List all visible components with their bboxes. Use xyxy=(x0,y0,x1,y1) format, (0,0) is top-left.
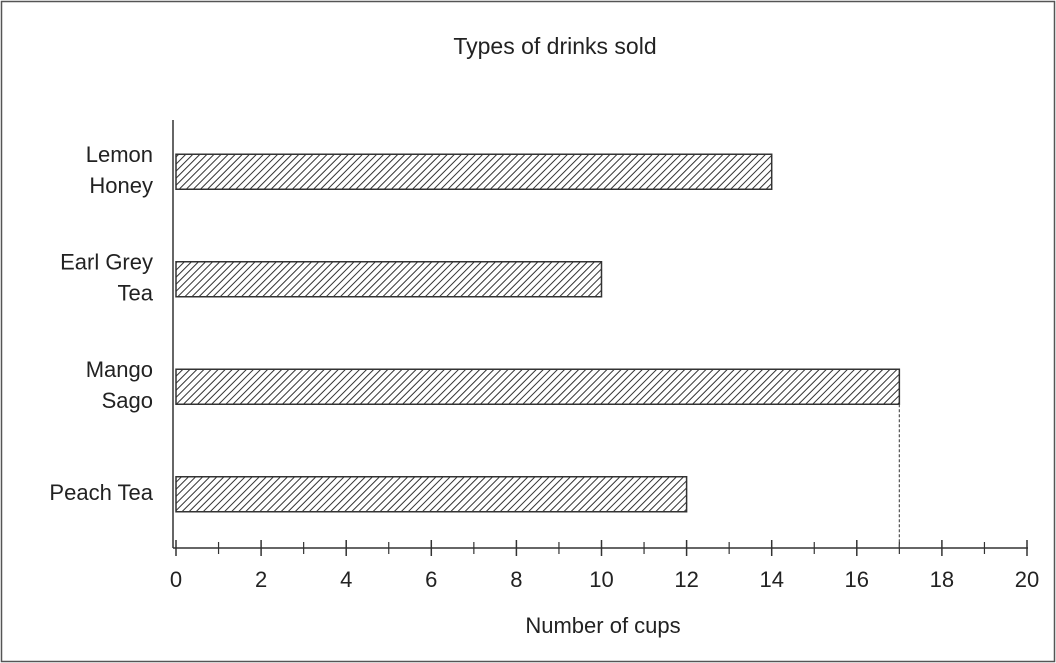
y-tick-label: Sago xyxy=(102,388,153,413)
x-tick-label: 16 xyxy=(845,567,869,592)
x-tick-label: 20 xyxy=(1015,567,1039,592)
x-tick-label: 4 xyxy=(340,567,352,592)
y-tick-label: Honey xyxy=(89,173,153,198)
x-tick-label: 6 xyxy=(425,567,437,592)
y-tick-label: Tea xyxy=(118,281,154,306)
bar xyxy=(175,476,688,513)
y-tick-label: Peach Tea xyxy=(49,480,153,505)
y-tick-label: Mango xyxy=(86,357,153,382)
bar xyxy=(175,368,901,405)
chart-title: Types of drinks sold xyxy=(453,33,656,59)
y-tick-label: Lemon xyxy=(86,142,153,167)
x-tick-label: 0 xyxy=(170,567,182,592)
x-axis-label: Number of cups xyxy=(525,613,680,638)
x-tick-label: 12 xyxy=(674,567,698,592)
x-tick-label: 18 xyxy=(930,567,954,592)
x-tick-label: 8 xyxy=(510,567,522,592)
x-tick-label: 14 xyxy=(759,567,783,592)
x-tick-label: 2 xyxy=(255,567,267,592)
x-tick-label: 10 xyxy=(589,567,613,592)
bar xyxy=(175,261,603,298)
y-tick-label: Earl Grey xyxy=(60,250,153,275)
bar xyxy=(175,153,773,190)
